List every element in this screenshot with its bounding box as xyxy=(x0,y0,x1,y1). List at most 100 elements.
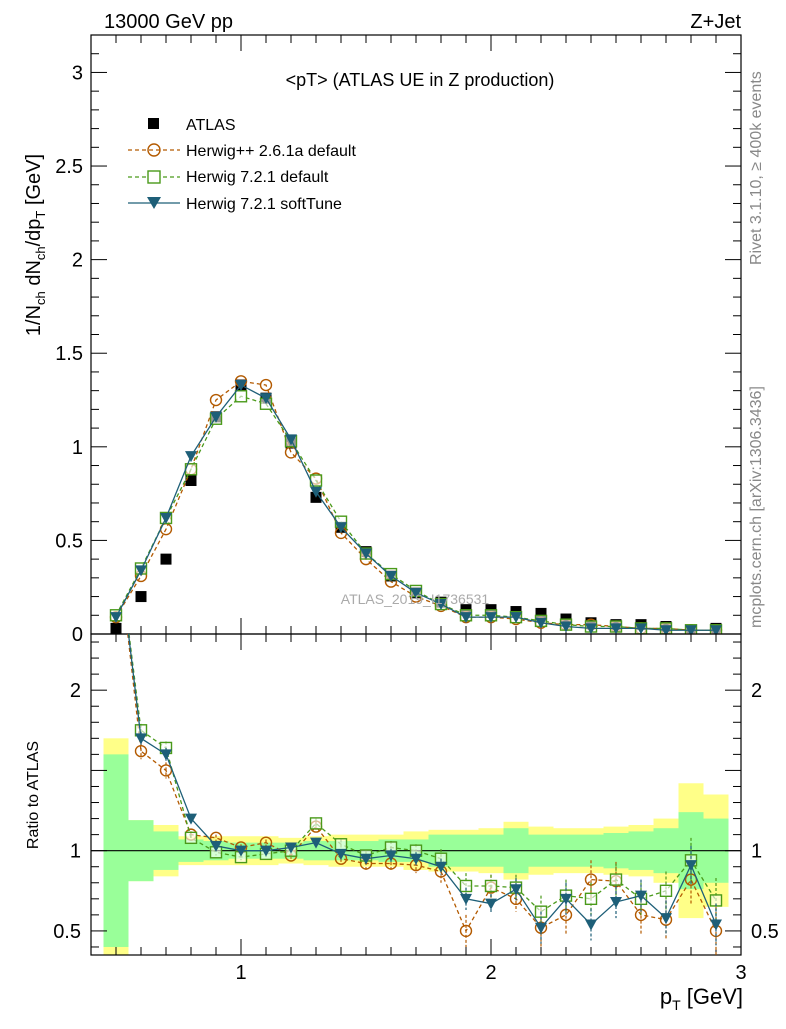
point-herwig-7-2-1-softtune xyxy=(135,565,147,577)
point-herwig-7-2-1-softtune xyxy=(410,587,422,599)
point-herwig-7-2-1-softtune xyxy=(685,625,697,634)
legend-label-herwig7-softtune: Herwig 7.2.1 softTune xyxy=(186,196,342,213)
ratio-point-herwig-7-2-1-softtune xyxy=(610,897,622,909)
legend-marker-herwig7-default xyxy=(147,170,161,184)
ratio-point-herwig-7-2-1-softtune xyxy=(310,837,322,849)
ratio-point-herwig-7-2-1-softtune xyxy=(435,861,447,873)
legend-marker-atlas xyxy=(148,118,159,129)
point-herwig-2-6-1a-default xyxy=(259,378,273,392)
ratio-point-herwig-7-2-1-softtune xyxy=(135,733,147,745)
ratio-y-tick-label: 0.5 xyxy=(53,921,81,943)
ratio-y-tick-label-right: 1 xyxy=(751,841,762,863)
legend-label-herwig7-default: Herwig 7.2.1 default xyxy=(186,169,329,186)
ratio-point-herwig-7-2-1-softtune xyxy=(560,893,572,905)
point-herwig-7-2-1-softtune xyxy=(460,612,472,624)
point-atlas xyxy=(135,591,147,603)
point-herwig-7-2-1-softtune xyxy=(185,451,197,463)
point-herwig-7-2-1-softtune xyxy=(535,617,547,629)
point-herwig-7-2-1-softtune xyxy=(485,612,497,624)
ratio-point-herwig-7-2-1-softtune xyxy=(710,919,722,931)
point-herwig-7-2-1-softtune xyxy=(660,625,672,634)
ratio-y-tick-label-right: 2 xyxy=(751,680,762,702)
ratio-panel: 1 2 30.5 0.51 12 2 xyxy=(53,524,779,984)
point-herwig-7-2-1-softtune xyxy=(585,623,597,634)
point-herwig-7-2-1-softtune xyxy=(560,621,572,633)
ratio-point-herwig-7-2-1-softtune xyxy=(585,919,597,931)
ratio-point-herwig-2-6-1a-default xyxy=(111,524,122,535)
point-atlas xyxy=(160,553,172,565)
main-y-tick-label: 1.5 xyxy=(55,343,83,365)
ratio-point-herwig-7-2-1-softtune xyxy=(485,898,497,910)
legend-label-atlas: ATLAS xyxy=(186,117,236,134)
ratio-point-herwig-7-2-1-softtune xyxy=(510,884,522,896)
main-y-tick-label: 0.5 xyxy=(55,530,83,552)
point-herwig-7-2-1-softtune xyxy=(285,434,297,446)
main-y-tick-label: 2.5 xyxy=(55,156,83,178)
ratio-point-herwig-7-2-1-softtune xyxy=(160,749,172,761)
point-herwig-7-2-1-softtune xyxy=(710,625,722,634)
point-herwig-7-2-1-softtune xyxy=(210,411,222,423)
point-herwig-7-2-1-softtune xyxy=(360,548,372,560)
ratio-point-herwig-7-2-1-default xyxy=(459,879,473,893)
point-herwig-7-2-1-softtune xyxy=(335,522,347,534)
ratio-point-herwig-7-2-1-softtune xyxy=(335,848,347,860)
ratio-y-tick-label: 2 xyxy=(70,680,81,702)
main-y-axis-title: 1/Nch dNch/dpT [GeV] xyxy=(23,154,48,336)
main-panel: 0 0.5 1 1.5 2 2.5 3 xyxy=(55,34,742,646)
ratio-point-herwig-7-2-1-softtune xyxy=(285,842,297,854)
point-herwig-7-2-1-softtune xyxy=(260,393,272,405)
point-herwig-7-2-1-softtune xyxy=(110,612,122,624)
ratio-point-herwig-7-2-1-softtune xyxy=(110,525,122,536)
ratio-point-herwig-7-2-1-softtune xyxy=(660,913,672,925)
point-herwig-7-2-1-softtune xyxy=(435,599,447,611)
process-label: Z+Jet xyxy=(690,11,741,33)
main-series-group xyxy=(109,375,723,634)
point-atlas xyxy=(535,607,547,619)
ratio-point-herwig-7-2-1-default xyxy=(184,831,198,845)
ratio-point-herwig-7-2-1-softtune xyxy=(235,845,247,857)
legend-marker-herwigpp xyxy=(147,143,161,157)
ratio-point-herwig-7-2-1-default xyxy=(484,879,498,893)
ratio-point-herwig-7-2-1-default xyxy=(334,838,348,851)
ratio-point-herwig-7-2-1-softtune xyxy=(460,893,472,905)
analysis-watermark: ATLAS_2019_I1736531 xyxy=(341,591,490,607)
ratio-point-herwig-7-2-1-default xyxy=(584,892,598,906)
legend-label-herwigpp: Herwig++ 2.6.1a default xyxy=(186,143,356,160)
point-herwig-2-6-1a-default xyxy=(209,393,223,407)
ratio-y-tick-label-right: 0.5 xyxy=(751,921,779,943)
ratio-frame xyxy=(90,633,742,956)
ratio-point-herwig-7-2-1-softtune xyxy=(260,845,272,857)
ratio-point-herwig-7-2-1-softtune xyxy=(360,853,372,865)
legend-marker-herwig7-softtune xyxy=(147,197,161,209)
ratio-y-tick-label: 1 xyxy=(70,841,81,863)
x-tick-label: 3 xyxy=(735,962,746,984)
ratio-point-herwig-7-2-1-softtune xyxy=(410,853,422,865)
x-axis-title: pT [GeV] xyxy=(660,984,743,1013)
main-y-tick-label: 3 xyxy=(72,62,83,84)
point-herwig-7-2-1-softtune xyxy=(510,612,522,624)
ratio-point-herwig-7-2-1-softtune xyxy=(185,813,197,825)
ratio-series-group xyxy=(110,524,723,955)
ratio-y-axis-title: Ratio to ATLAS xyxy=(25,741,42,849)
point-herwig-7-2-1-softtune xyxy=(635,623,647,634)
ratio-point-herwig-2-6-1a-default xyxy=(134,744,148,758)
rivet-label: Rivet 3.1.10, ≥ 400k events xyxy=(748,71,765,265)
ratio-point-herwig-7-2-1-softtune xyxy=(210,840,222,852)
point-herwig-7-2-1-softtune xyxy=(310,486,322,498)
ratio-point-herwig-2-6-1a-default xyxy=(459,924,473,938)
point-herwig-7-2-1-default xyxy=(234,390,248,403)
ratio-point-herwig-7-2-1-default xyxy=(111,524,122,535)
ratio-point-herwig-7-2-1-softtune xyxy=(535,922,547,934)
x-tick-label: 2 xyxy=(485,962,496,984)
main-y-tick-label: 0 xyxy=(72,624,83,646)
point-atlas xyxy=(110,622,122,634)
point-herwig-7-2-1-softtune xyxy=(610,623,622,634)
point-herwig-7-2-1-softtune xyxy=(235,380,247,392)
point-herwig-7-2-1-softtune xyxy=(385,570,397,582)
ratio-point-herwig-7-2-1-default xyxy=(659,884,673,897)
chart-title: <pT> (ATLAS UE in Z production) xyxy=(286,70,555,90)
ratio-point-herwig-7-2-1-softtune xyxy=(635,890,647,902)
ratio-point-herwig-7-2-1-default xyxy=(309,817,323,830)
